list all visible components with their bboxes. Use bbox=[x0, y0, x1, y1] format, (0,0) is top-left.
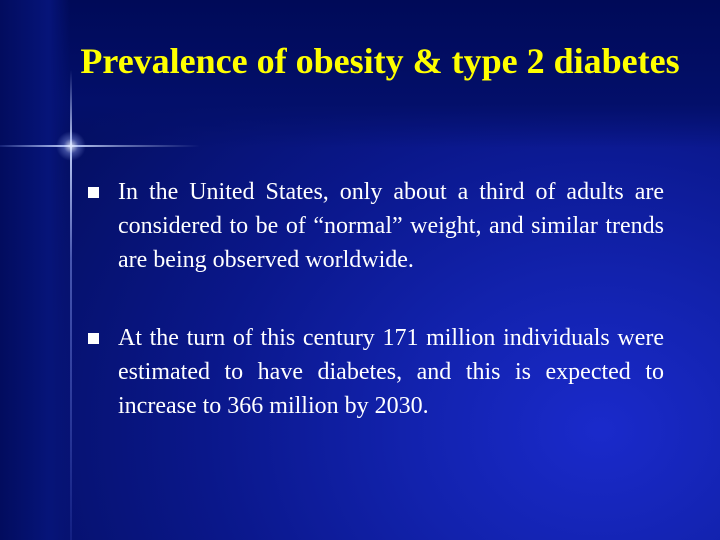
square-bullet-icon bbox=[88, 187, 99, 198]
sparkle-vertical-line bbox=[70, 70, 72, 540]
bullet-item: In the United States, only about a third… bbox=[86, 175, 664, 277]
bullet-text: At the turn of this century 171 million … bbox=[118, 325, 664, 419]
square-bullet-icon bbox=[88, 333, 99, 344]
bullet-item: At the turn of this century 171 million … bbox=[86, 321, 664, 423]
left-band bbox=[0, 0, 70, 540]
sparkle-horizontal-line bbox=[0, 145, 200, 147]
sparkle-glow bbox=[56, 131, 86, 161]
bullet-text: In the United States, only about a third… bbox=[118, 179, 664, 273]
slide-title: Prevalence of obesity & type 2 diabetes bbox=[80, 41, 680, 81]
title-band bbox=[0, 0, 720, 148]
bullet-list: In the United States, only about a third… bbox=[86, 175, 664, 423]
